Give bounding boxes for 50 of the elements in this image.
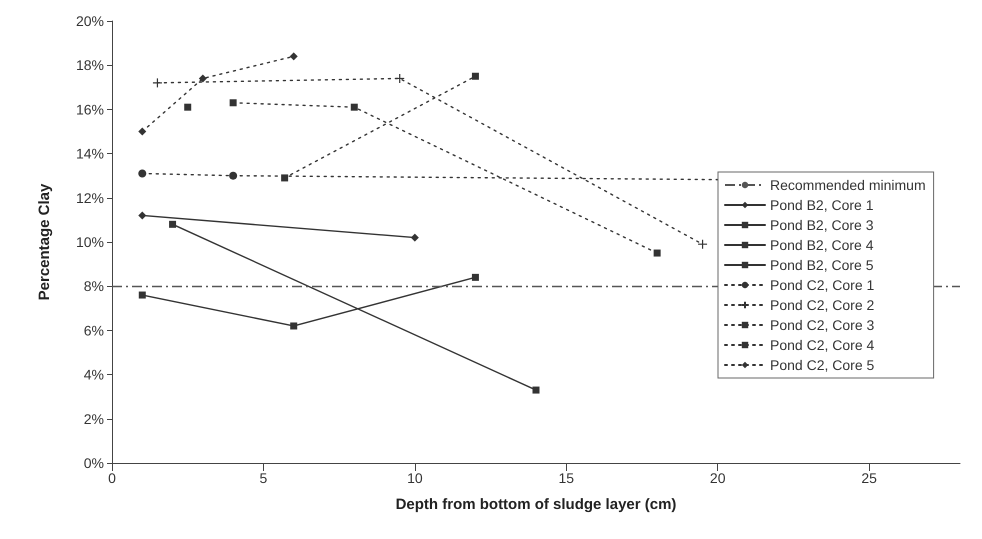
point — [350, 104, 358, 111]
point — [229, 172, 238, 180]
point — [152, 78, 163, 88]
point — [138, 211, 146, 220]
legend-label: Pond B2, Core 5 — [770, 257, 874, 273]
legend-label: Pond B2, Core 4 — [770, 237, 874, 253]
point — [230, 99, 237, 106]
point — [654, 250, 661, 257]
x-axis-title: Depth from bottom of sludge layer (cm) — [396, 496, 676, 513]
point — [138, 292, 146, 299]
y-tick-label: 4% — [84, 366, 104, 383]
legend-label: Pond C2, Core 4 — [770, 337, 874, 353]
y-tick-label: 0% — [84, 455, 104, 471]
point — [184, 104, 192, 111]
point — [472, 274, 479, 281]
y-tick-label: 8% — [84, 278, 104, 294]
x-tick-label: 0 — [108, 470, 116, 486]
point — [198, 74, 207, 82]
point — [290, 52, 298, 60]
point — [410, 234, 419, 242]
legend-label: Pond C2, Core 2 — [770, 297, 874, 313]
y-tick-label: 18% — [76, 57, 104, 74]
legend-label: Pond C2, Core 3 — [770, 317, 874, 333]
y-tick-label: 12% — [76, 190, 104, 206]
x-tick-label: 15 — [558, 470, 574, 486]
x-tick-label: 5 — [260, 470, 268, 486]
point — [394, 73, 405, 84]
legend-label: Pond B2, Core 1 — [770, 197, 874, 213]
point — [138, 128, 146, 136]
x-tick-label: 20 — [710, 470, 726, 486]
x-tick-label: 10 — [407, 470, 423, 486]
point — [532, 386, 540, 394]
y-tick-label: 2% — [84, 410, 104, 427]
point — [138, 169, 146, 178]
point — [281, 174, 288, 182]
y-tick-label: 20% — [76, 13, 104, 29]
point — [697, 239, 708, 250]
y-tick-label: 6% — [84, 322, 104, 338]
legend-label: Recommended minimum — [770, 177, 926, 193]
y-tick-label: 14% — [76, 146, 104, 162]
legend-label: Pond C2, Core 1 — [770, 277, 874, 293]
legend-label: Pond B2, Core 3 — [770, 217, 874, 233]
legend-label: Pond C2, Core 5 — [770, 357, 874, 373]
point — [290, 322, 298, 330]
point — [169, 220, 176, 228]
y-tick-label: 16% — [76, 101, 104, 118]
point — [472, 72, 479, 80]
y-tick-label: 10% — [76, 234, 104, 250]
y-axis-title: Percentage Clay — [36, 182, 53, 300]
x-tick-label: 25 — [861, 470, 878, 486]
